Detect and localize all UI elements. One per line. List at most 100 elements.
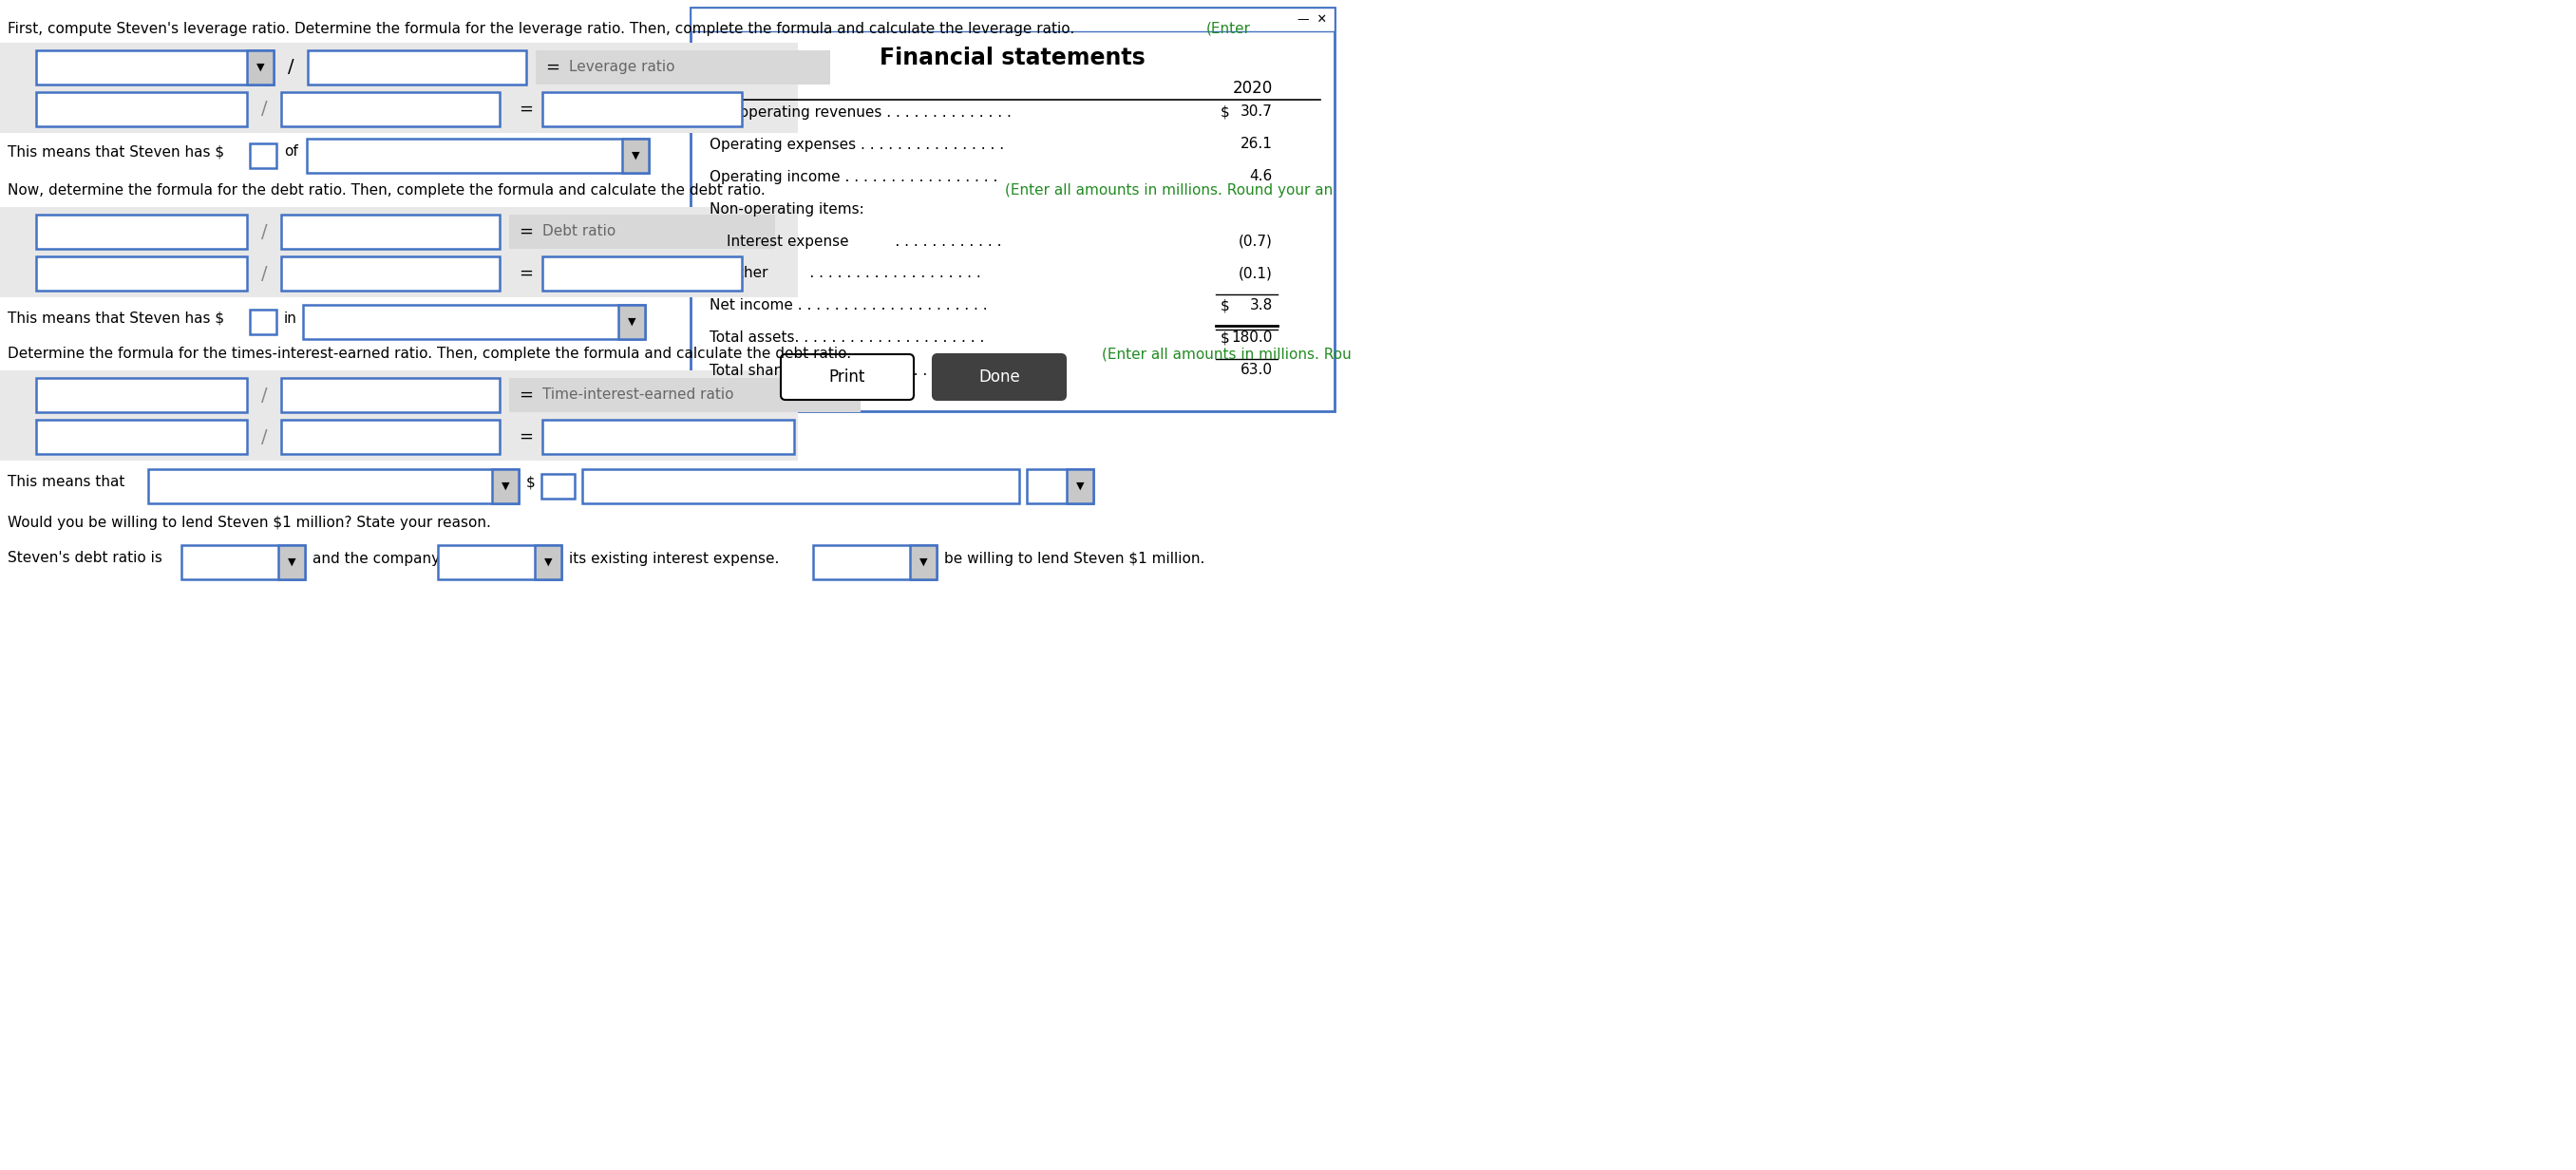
Text: Operating expenses . . . . . . . . . . . . . . . .: Operating expenses . . . . . . . . . . .… bbox=[708, 137, 1005, 151]
FancyBboxPatch shape bbox=[180, 545, 304, 579]
FancyBboxPatch shape bbox=[278, 545, 304, 579]
Text: (0.1): (0.1) bbox=[1239, 267, 1273, 281]
FancyBboxPatch shape bbox=[307, 139, 649, 173]
FancyBboxPatch shape bbox=[781, 355, 914, 400]
Text: 3.8: 3.8 bbox=[1249, 298, 1273, 312]
FancyBboxPatch shape bbox=[281, 420, 500, 454]
FancyBboxPatch shape bbox=[510, 378, 860, 412]
Text: =: = bbox=[546, 58, 559, 76]
FancyBboxPatch shape bbox=[690, 7, 1334, 411]
Text: /: / bbox=[260, 222, 268, 241]
Text: First, compute Steven's leverage ratio. Determine the formula for the leverage r: First, compute Steven's leverage ratio. … bbox=[8, 21, 1079, 35]
FancyBboxPatch shape bbox=[247, 50, 273, 84]
Text: of: of bbox=[283, 145, 299, 159]
Text: Would you be willing to lend Steven $1 million? State your reason.: Would you be willing to lend Steven $1 m… bbox=[8, 515, 492, 530]
FancyBboxPatch shape bbox=[544, 92, 742, 126]
Text: /: / bbox=[260, 101, 268, 118]
Text: Non-operating items:: Non-operating items: bbox=[708, 201, 863, 216]
FancyBboxPatch shape bbox=[536, 50, 829, 84]
FancyBboxPatch shape bbox=[36, 420, 247, 454]
Text: =: = bbox=[518, 101, 533, 118]
Text: its existing interest expense.: its existing interest expense. bbox=[569, 551, 778, 565]
Text: Now, determine the formula for the debt ratio. Then, complete the formula and ca: Now, determine the formula for the debt … bbox=[8, 183, 770, 197]
FancyBboxPatch shape bbox=[438, 545, 562, 579]
FancyBboxPatch shape bbox=[909, 545, 938, 579]
Text: /: / bbox=[289, 58, 294, 76]
Text: (0.7): (0.7) bbox=[1239, 234, 1273, 248]
Text: $: $ bbox=[526, 475, 536, 489]
Text: ▼: ▼ bbox=[629, 317, 636, 326]
Text: Interest expense          . . . . . . . . . . . .: Interest expense . . . . . . . . . . . . bbox=[726, 234, 1002, 248]
Text: —  ✕: — ✕ bbox=[1298, 13, 1327, 26]
FancyBboxPatch shape bbox=[36, 378, 247, 412]
Text: ▼: ▼ bbox=[502, 482, 510, 491]
Text: in: in bbox=[283, 311, 296, 325]
Text: ▼: ▼ bbox=[631, 151, 639, 160]
Text: Print: Print bbox=[829, 369, 866, 386]
Text: 63.0: 63.0 bbox=[1242, 363, 1273, 378]
Text: Debt ratio: Debt ratio bbox=[544, 225, 616, 239]
FancyBboxPatch shape bbox=[281, 256, 500, 290]
FancyBboxPatch shape bbox=[618, 305, 644, 339]
Text: (Enter all amounts in millions. Rou: (Enter all amounts in millions. Rou bbox=[1103, 347, 1352, 362]
Text: 2020: 2020 bbox=[1234, 80, 1273, 97]
FancyBboxPatch shape bbox=[0, 371, 799, 461]
FancyBboxPatch shape bbox=[149, 469, 518, 503]
Text: =: = bbox=[518, 428, 533, 446]
Text: /: / bbox=[260, 428, 268, 446]
Text: Steven's debt ratio is: Steven's debt ratio is bbox=[8, 551, 162, 565]
FancyBboxPatch shape bbox=[0, 207, 799, 297]
FancyBboxPatch shape bbox=[492, 469, 518, 503]
FancyBboxPatch shape bbox=[36, 50, 273, 84]
Text: Time-interest-earned ratio: Time-interest-earned ratio bbox=[544, 388, 734, 402]
FancyBboxPatch shape bbox=[1028, 469, 1092, 503]
FancyBboxPatch shape bbox=[623, 139, 649, 173]
Text: be willing to lend Steven $1 million.: be willing to lend Steven $1 million. bbox=[945, 551, 1206, 565]
Text: Total shareholders' equity. . . . . . . . . . . .: Total shareholders' equity. . . . . . . … bbox=[708, 363, 1002, 378]
FancyBboxPatch shape bbox=[36, 256, 247, 290]
Text: 180.0: 180.0 bbox=[1231, 331, 1273, 345]
Text: Net operating revenues . . . . . . . . . . . . . .: Net operating revenues . . . . . . . . .… bbox=[708, 105, 1012, 119]
Text: ▼: ▼ bbox=[544, 557, 551, 567]
Text: Done: Done bbox=[979, 369, 1020, 386]
FancyBboxPatch shape bbox=[281, 378, 500, 412]
Text: This means that Steven has $: This means that Steven has $ bbox=[8, 311, 224, 325]
FancyBboxPatch shape bbox=[250, 310, 276, 335]
Text: This means that Steven has $: This means that Steven has $ bbox=[8, 145, 224, 159]
Text: /: / bbox=[260, 264, 268, 282]
Text: ▼: ▼ bbox=[1077, 482, 1084, 491]
FancyBboxPatch shape bbox=[36, 92, 247, 126]
FancyBboxPatch shape bbox=[544, 420, 793, 454]
Text: $: $ bbox=[1221, 298, 1229, 312]
Text: Total assets. . . . . . . . . . . . . . . . . . . . .: Total assets. . . . . . . . . . . . . . … bbox=[708, 331, 984, 345]
FancyBboxPatch shape bbox=[541, 474, 574, 498]
Text: =: = bbox=[518, 264, 533, 282]
FancyBboxPatch shape bbox=[281, 214, 500, 249]
Text: Determine the formula for the times-interest-earned ratio. Then, complete the fo: Determine the formula for the times-inte… bbox=[8, 347, 855, 362]
FancyBboxPatch shape bbox=[36, 214, 247, 249]
Text: =: = bbox=[518, 223, 533, 240]
Text: (Enter all amounts in millions. Round your an: (Enter all amounts in millions. Round yo… bbox=[1005, 183, 1332, 197]
FancyBboxPatch shape bbox=[0, 43, 799, 133]
FancyBboxPatch shape bbox=[250, 144, 276, 168]
Text: /: / bbox=[260, 386, 268, 404]
FancyBboxPatch shape bbox=[582, 469, 1020, 503]
FancyBboxPatch shape bbox=[304, 305, 644, 339]
Text: ▼: ▼ bbox=[255, 63, 265, 73]
Text: and the company: and the company bbox=[312, 551, 440, 565]
FancyBboxPatch shape bbox=[281, 92, 500, 126]
FancyBboxPatch shape bbox=[690, 7, 1334, 32]
FancyBboxPatch shape bbox=[1066, 469, 1092, 503]
FancyBboxPatch shape bbox=[544, 256, 742, 290]
FancyBboxPatch shape bbox=[536, 545, 562, 579]
Text: =: = bbox=[518, 386, 533, 404]
Text: (Enter: (Enter bbox=[1206, 21, 1252, 35]
Text: 30.7: 30.7 bbox=[1242, 105, 1273, 119]
FancyBboxPatch shape bbox=[933, 355, 1066, 400]
Text: Other         . . . . . . . . . . . . . . . . . . .: Other . . . . . . . . . . . . . . . . . … bbox=[726, 267, 981, 281]
Text: $: $ bbox=[1221, 105, 1229, 119]
Text: This means that: This means that bbox=[8, 475, 124, 489]
Text: 26.1: 26.1 bbox=[1242, 137, 1273, 151]
FancyBboxPatch shape bbox=[510, 214, 775, 249]
Text: Operating income . . . . . . . . . . . . . . . . .: Operating income . . . . . . . . . . . .… bbox=[708, 170, 997, 184]
